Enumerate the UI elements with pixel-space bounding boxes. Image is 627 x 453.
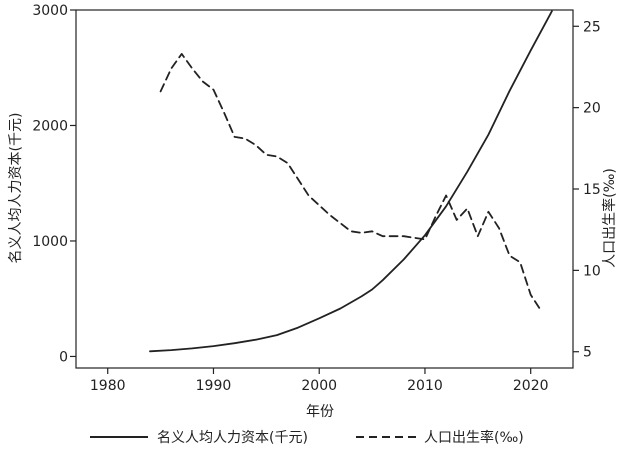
series-human-capital-line bbox=[149, 10, 553, 353]
x-axis-title: 年份 bbox=[306, 404, 334, 420]
x-tick-label-2020: 2020 bbox=[513, 378, 549, 394]
x-axis: 1980 1990 2000 2010 2020 bbox=[90, 368, 549, 394]
y-right-tick-label-15: 15 bbox=[583, 182, 601, 198]
plot-frame bbox=[75, 9, 574, 369]
y-left-tick-label-3000: 3000 bbox=[32, 3, 68, 19]
y-right-tick-label-10: 10 bbox=[583, 263, 601, 279]
x-tick-label-2010: 2010 bbox=[407, 378, 443, 394]
legend: 名义人均人力资本(千元) 人口出生率(‰) bbox=[90, 429, 524, 446]
y-axis-right: 5 10 15 20 25 bbox=[573, 19, 601, 361]
legend-label-birth-rate: 人口出生率(‰) bbox=[424, 429, 524, 446]
y-axis-right-title: 人口出生率(‰) bbox=[601, 168, 618, 268]
y-axis-left-title: 名义人均人力资本(千元) bbox=[8, 113, 24, 264]
y-left-tick-label-0: 0 bbox=[59, 349, 68, 365]
plot-area bbox=[75, 9, 574, 369]
series-birth-rate-line bbox=[159, 53, 543, 312]
series-layer bbox=[149, 10, 553, 353]
y-left-tick-label-1000: 1000 bbox=[32, 234, 68, 250]
y-right-tick-label-20: 20 bbox=[583, 101, 601, 117]
y-right-tick-label-25: 25 bbox=[583, 19, 601, 35]
x-tick-label-1980: 1980 bbox=[90, 378, 126, 394]
x-tick-label-1990: 1990 bbox=[196, 378, 232, 394]
y-axis-left: 0 1000 2000 3000 bbox=[32, 3, 76, 365]
x-tick-label-2000: 2000 bbox=[301, 378, 337, 394]
legend-label-human-capital: 名义人均人力资本(千元) bbox=[157, 430, 308, 446]
legend-item-human-capital: 名义人均人力资本(千元) bbox=[90, 430, 308, 446]
y-right-tick-label-5: 5 bbox=[583, 345, 592, 361]
legend-item-birth-rate: 人口出生率(‰) bbox=[356, 429, 524, 446]
y-left-tick-label-2000: 2000 bbox=[32, 118, 68, 134]
